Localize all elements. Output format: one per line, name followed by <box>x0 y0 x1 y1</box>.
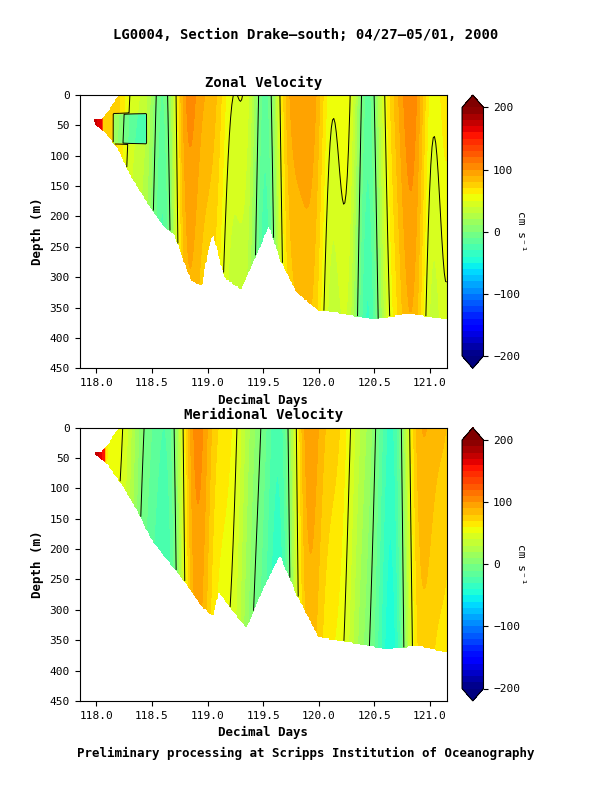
PathPatch shape <box>462 95 483 108</box>
X-axis label: Decimal Days: Decimal Days <box>218 726 308 739</box>
PathPatch shape <box>462 356 483 368</box>
X-axis label: Decimal Days: Decimal Days <box>218 394 308 406</box>
Text: Preliminary processing at Scripps Institution of Oceanography: Preliminary processing at Scripps Instit… <box>77 747 535 760</box>
Text: LG0004, Section Drake–south; 04/27–05/01, 2000: LG0004, Section Drake–south; 04/27–05/01… <box>113 28 499 42</box>
Title: Meridional Velocity: Meridional Velocity <box>184 408 343 422</box>
Y-axis label: Depth (m): Depth (m) <box>31 531 44 598</box>
Text: cm s⁻¹: cm s⁻¹ <box>515 211 526 252</box>
Text: cm s⁻¹: cm s⁻¹ <box>515 544 526 584</box>
Y-axis label: Depth (m): Depth (m) <box>31 198 44 265</box>
Title: Zonal Velocity: Zonal Velocity <box>204 75 322 89</box>
PathPatch shape <box>462 688 483 701</box>
PathPatch shape <box>462 428 483 440</box>
